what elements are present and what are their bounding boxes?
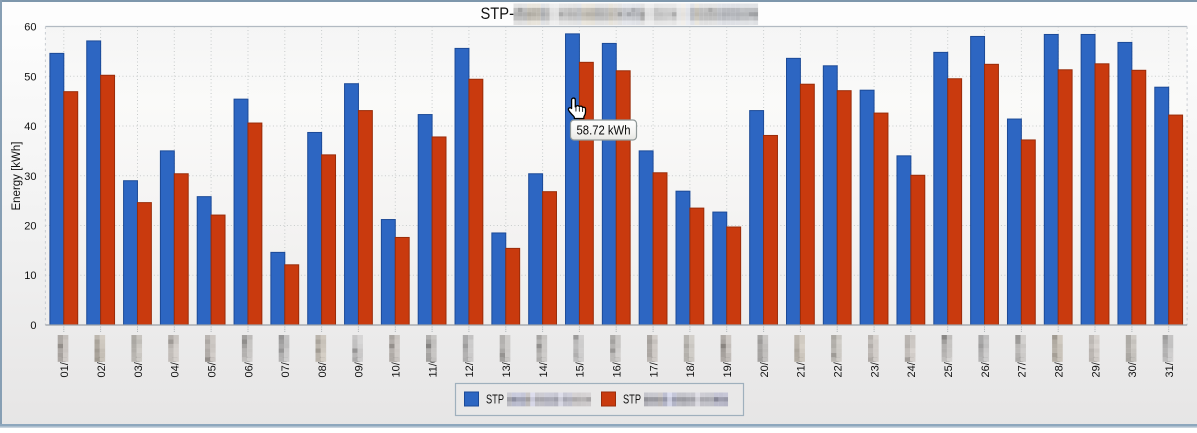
svg-text:40: 40 — [24, 121, 36, 133]
svg-text:STP-: STP- — [481, 4, 515, 23]
svg-text:30: 30 — [24, 171, 36, 183]
svg-text:11/0: 11/0 — [427, 357, 439, 378]
svg-text:58.72 kWh: 58.72 kWh — [577, 123, 631, 138]
svg-text:60: 60 — [24, 22, 36, 34]
svg-text:Energy [kWh]: Energy [kWh] — [11, 141, 23, 210]
svg-text:20: 20 — [24, 221, 36, 233]
svg-text:STP: STP — [486, 393, 504, 407]
svg-text:0: 0 — [30, 320, 36, 332]
svg-text:STP: STP — [623, 393, 641, 407]
svg-text:50: 50 — [24, 71, 36, 83]
svg-text:13/0: 13/0 — [501, 356, 513, 377]
svg-text:10: 10 — [24, 270, 36, 282]
